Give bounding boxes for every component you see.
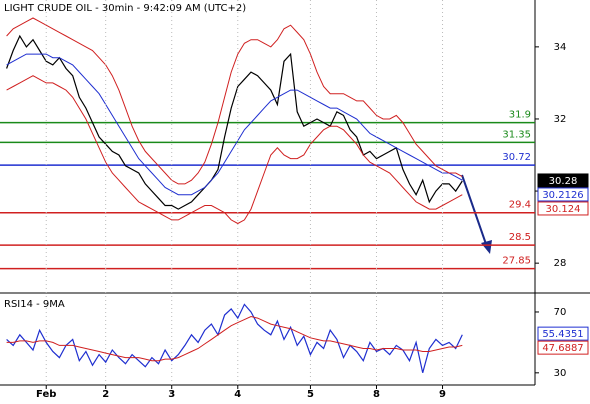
- forecast-arrowhead: [481, 240, 492, 254]
- level-label: 28.5: [509, 232, 531, 243]
- x-tick-label: 2: [102, 389, 109, 400]
- forecast-arrow: [461, 174, 488, 248]
- level-label: 27.85: [502, 256, 531, 267]
- series-line: [6, 53, 463, 196]
- series-line: [6, 303, 463, 373]
- x-tick-label: 5: [307, 389, 314, 400]
- x-tick-label: 4: [234, 389, 241, 400]
- y-tick-label: 70: [554, 307, 567, 318]
- x-tick-label: Feb: [36, 389, 56, 400]
- level-label: 31.9: [509, 110, 531, 121]
- series-line: [6, 34, 463, 210]
- panel-title: RSI14 - 9MA: [4, 299, 65, 310]
- price-label: 30.124: [546, 204, 581, 215]
- price-label: 47.6887: [542, 343, 583, 354]
- series-line: [6, 315, 463, 362]
- y-tick-label: 32: [554, 114, 567, 125]
- level-label: 31.35: [502, 129, 531, 140]
- y-tick-label: 30: [554, 368, 567, 379]
- y-tick-label: 34: [554, 42, 567, 53]
- y-tick-label: 28: [554, 258, 567, 269]
- series-line: [6, 75, 463, 225]
- price-label: 30.2126: [542, 190, 583, 201]
- x-tick-label: 8: [373, 389, 380, 400]
- price-label: 30.28: [549, 176, 578, 187]
- x-tick-label: 3: [168, 389, 175, 400]
- level-label: 29.4: [509, 200, 531, 211]
- price-label: 55.4351: [542, 329, 583, 340]
- x-tick-label: 9: [439, 389, 446, 400]
- level-label: 30.72: [502, 152, 531, 163]
- price-label-box: [537, 187, 589, 202]
- panel-title: LIGHT CRUDE OIL - 30min - 9:42:09 AM (UT…: [4, 3, 246, 14]
- price-label-box: [537, 201, 589, 216]
- price-label-box: [537, 173, 589, 188]
- price-label-box: [537, 326, 589, 341]
- price-label-box: [537, 340, 589, 355]
- series-line: [6, 17, 463, 185]
